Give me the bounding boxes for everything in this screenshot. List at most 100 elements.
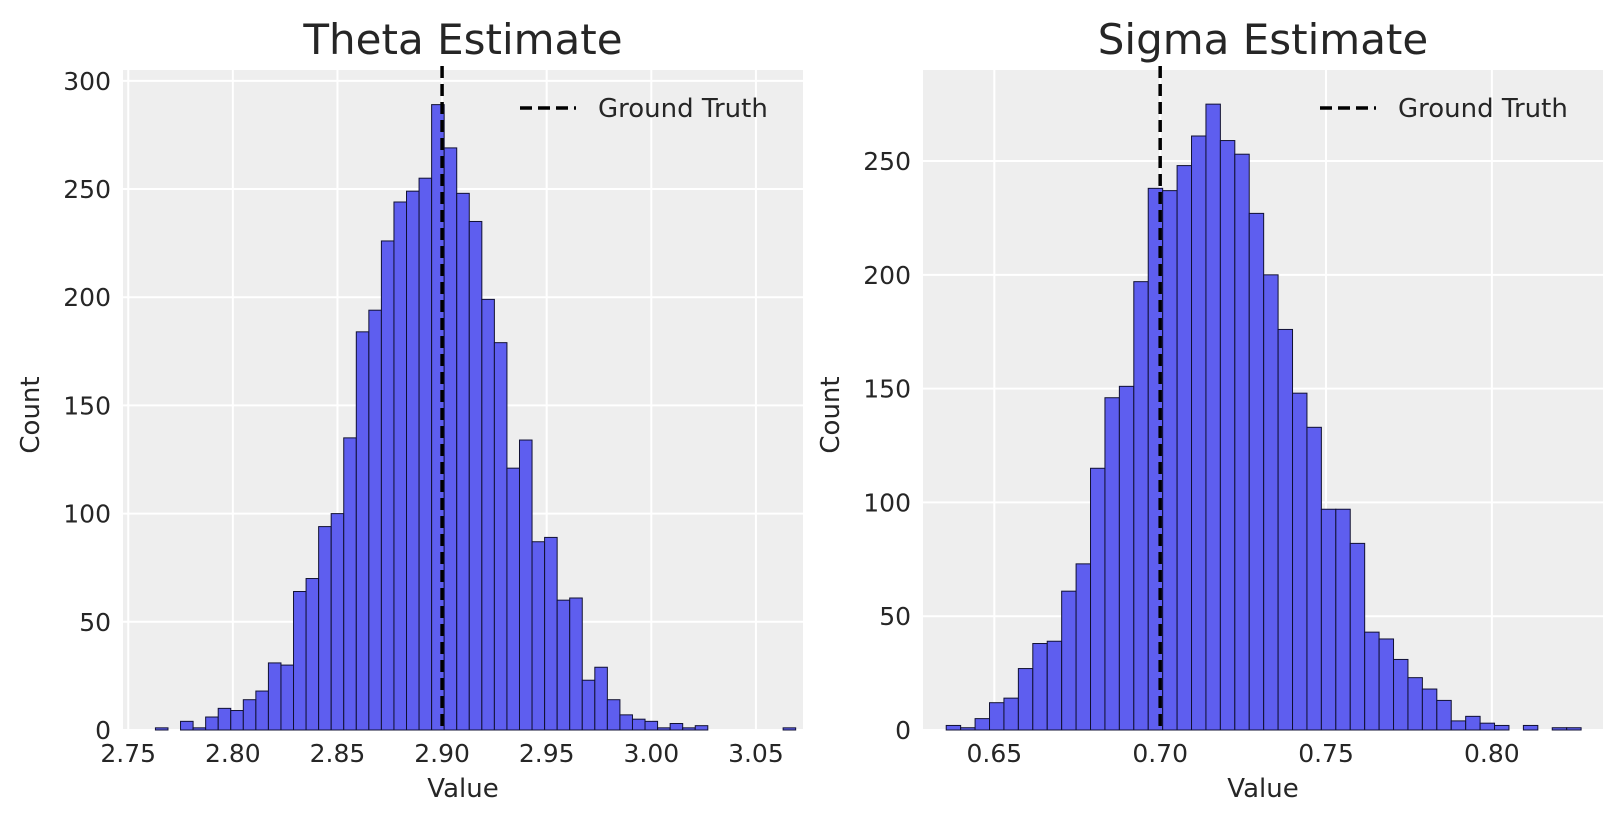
x-tick-label: 2.95	[519, 739, 575, 768]
histogram-bar	[293, 591, 307, 731]
histogram-bar	[669, 723, 684, 731]
y-tick-label: 200	[63, 283, 111, 312]
histogram-bar	[782, 727, 797, 731]
histogram-bar	[192, 727, 207, 731]
histogram-bar	[1277, 328, 1294, 731]
x-tick-label: 3.05	[728, 739, 784, 768]
chart-title: Theta Estimate	[302, 15, 622, 64]
histogram-bar	[657, 727, 671, 731]
histogram-bar	[1494, 724, 1510, 731]
histogram-bar	[1335, 508, 1351, 731]
y-tick-label: 50	[879, 602, 911, 631]
histogram-bar	[230, 710, 244, 731]
y-tick-label: 150	[863, 375, 911, 404]
histogram-bar	[1465, 715, 1481, 731]
histogram-bar	[1320, 508, 1337, 731]
histogram-bar	[989, 702, 1005, 731]
chart-title: Sigma Estimate	[1098, 15, 1429, 64]
histogram-bar	[544, 536, 558, 731]
histogram-bar	[631, 718, 646, 731]
legend-label: Ground Truth	[1398, 94, 1568, 124]
x-tick-label: 2.90	[414, 739, 470, 768]
histogram-bar	[1046, 640, 1063, 731]
histogram-bar	[1566, 727, 1582, 731]
histogram-bar	[242, 699, 257, 731]
histogram-bar	[1306, 426, 1322, 731]
histogram-bar	[1436, 699, 1452, 731]
histogram-bar	[443, 147, 458, 731]
y-tick-label: 200	[863, 261, 911, 290]
histogram-bar	[644, 720, 659, 731]
x-tick-label: 3.00	[623, 739, 679, 768]
histogram-bar	[318, 526, 332, 731]
x-tick-label: 0.75	[1298, 739, 1354, 768]
legend: Ground Truth	[520, 94, 768, 124]
histogram-bar	[343, 437, 357, 731]
histogram-bar	[1176, 165, 1193, 731]
histogram-bar	[330, 513, 345, 731]
histogram-bar	[682, 727, 696, 731]
histogram-bar	[1191, 135, 1207, 731]
histogram-bar	[1479, 722, 1496, 731]
histogram-bar	[581, 679, 596, 731]
histogram-bar	[1162, 190, 1178, 731]
histogram-bar	[531, 541, 546, 731]
histogram-bar	[468, 220, 483, 731]
y-tick-label: 50	[79, 608, 111, 637]
histogram-bar	[1522, 724, 1539, 731]
y-axis-label: Count	[816, 376, 846, 453]
histogram-bar	[1032, 643, 1048, 731]
legend-label: Ground Truth	[598, 94, 768, 124]
histogram-bar	[1090, 467, 1106, 731]
histogram-bar	[606, 699, 621, 731]
y-tick-label: 250	[63, 175, 111, 204]
histogram-bar	[393, 201, 408, 731]
histogram-bar	[1364, 631, 1380, 731]
histogram-bar	[1075, 563, 1092, 731]
histogram-bar	[1450, 720, 1467, 731]
histogram-bar	[1133, 281, 1149, 731]
y-tick-label: 100	[63, 500, 111, 529]
histogram-bar	[506, 467, 520, 731]
histogram-bar	[205, 716, 219, 731]
histogram-bar	[1248, 212, 1265, 731]
histogram-bar	[569, 597, 583, 731]
histogram-bar	[368, 309, 382, 731]
histogram-bar	[1118, 385, 1135, 731]
histogram-bar	[1003, 697, 1019, 731]
histogram-bar	[1551, 727, 1568, 731]
histogram-bar	[1393, 658, 1409, 731]
y-tick-label: 100	[863, 488, 911, 517]
histogram-bar	[1263, 274, 1279, 731]
histogram-bar	[1234, 153, 1250, 731]
histogram-bar	[1017, 668, 1034, 731]
histogram-bar	[180, 720, 194, 731]
histogram-bar	[267, 662, 282, 731]
y-tick-label: 0	[95, 716, 111, 745]
x-axis-label: Value	[1227, 774, 1298, 804]
histogram-bar	[556, 599, 571, 731]
histogram-bar	[945, 724, 962, 731]
y-tick-label: 250	[863, 147, 911, 176]
histogram-bar	[217, 707, 232, 731]
histogram-bar	[355, 331, 370, 731]
histogram-bar	[418, 177, 433, 731]
histogram-bar	[1349, 542, 1366, 731]
histogram-bar	[619, 714, 633, 731]
legend: Ground Truth	[1320, 94, 1568, 124]
histogram-bar	[406, 190, 420, 731]
x-tick-label: 0.65	[966, 739, 1022, 768]
histogram-bar	[1104, 397, 1120, 731]
histogram-bar	[974, 718, 991, 731]
histogram-bar	[481, 298, 495, 731]
histogram-bar	[1219, 140, 1236, 731]
histogram-bar	[694, 725, 709, 731]
y-tick-label: 150	[63, 391, 111, 420]
histogram-bar	[456, 192, 470, 731]
histogram-bar	[1421, 688, 1438, 731]
x-tick-label: 0.70	[1132, 739, 1188, 768]
histogram-bar	[380, 240, 395, 731]
histogram-bar	[594, 666, 608, 731]
histogram-bar	[960, 727, 976, 731]
